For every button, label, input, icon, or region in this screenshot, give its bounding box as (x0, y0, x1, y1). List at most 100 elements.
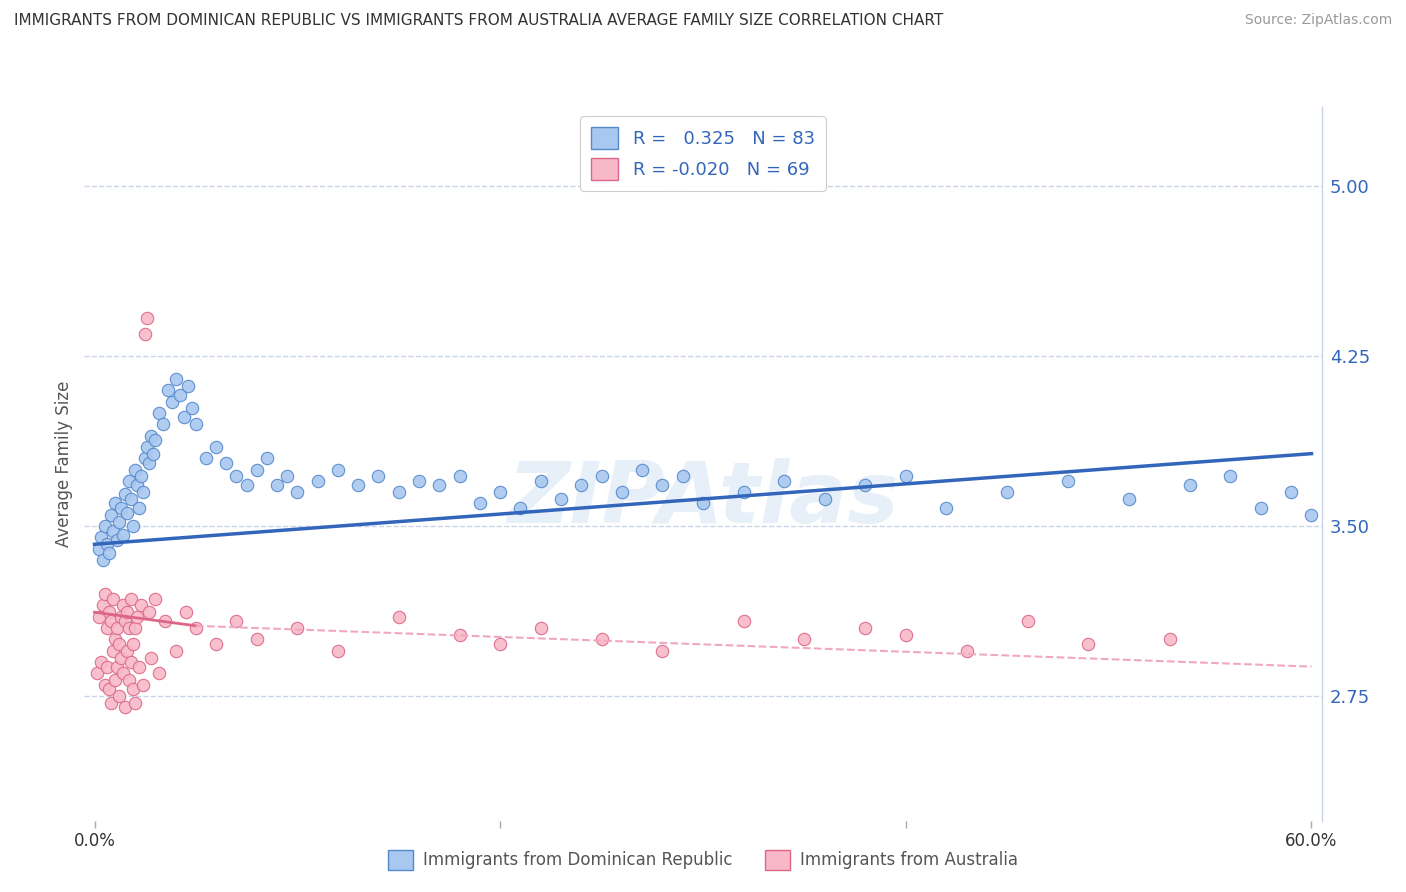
Point (134, 451, 156, 466)
Point (184, 621, 207, 635)
Point (1159, 632, 1181, 647)
Point (489, 485, 512, 500)
Y-axis label: Average Family Size: Average Family Size (55, 381, 73, 547)
Point (115, 605, 138, 619)
Point (225, 615, 247, 629)
Point (326, 644, 349, 658)
Point (118, 673, 141, 688)
Point (956, 644, 979, 658)
Point (853, 621, 876, 635)
Point (120, 591, 142, 606)
Point (143, 591, 166, 606)
Point (101, 524, 124, 538)
Point (591, 632, 613, 647)
Point (591, 469, 613, 483)
Point (110, 650, 132, 665)
Point (733, 615, 755, 629)
Point (326, 462, 349, 476)
Point (101, 644, 124, 658)
Point (104, 632, 127, 647)
Point (108, 515, 131, 529)
Point (91, 553, 114, 567)
Point (105, 533, 128, 547)
Point (96, 659, 118, 673)
Point (651, 478, 673, 492)
Point (128, 659, 150, 673)
Point (110, 609, 132, 624)
Point (127, 478, 149, 492)
Point (128, 501, 150, 516)
Point (347, 478, 370, 492)
Point (127, 609, 149, 624)
Point (90, 531, 112, 545)
Point (132, 485, 155, 500)
Point (205, 637, 228, 651)
Point (114, 487, 136, 501)
Point (96, 621, 118, 635)
Point (155, 615, 177, 629)
Point (672, 469, 695, 483)
Point (1250, 501, 1272, 516)
Point (111, 666, 134, 681)
Point (180, 401, 202, 416)
Point (114, 615, 136, 629)
Point (138, 605, 160, 619)
Point (97, 605, 120, 619)
Point (530, 474, 553, 488)
Point (285, 485, 308, 500)
Point (1301, 508, 1323, 522)
Point (118, 474, 141, 488)
Point (388, 609, 411, 624)
Point (96, 537, 118, 551)
Point (266, 478, 288, 492)
Point (814, 491, 837, 506)
Point (246, 632, 269, 647)
Point (105, 659, 128, 673)
Point (427, 478, 450, 492)
Point (97, 546, 120, 560)
Point (285, 621, 308, 635)
Point (122, 682, 145, 697)
Point (246, 462, 269, 476)
Point (468, 496, 491, 510)
Point (152, 417, 174, 432)
Point (129, 599, 152, 613)
Point (184, 417, 207, 432)
Point (995, 485, 1018, 500)
Point (100, 615, 122, 629)
Point (148, 666, 170, 681)
Point (307, 474, 329, 488)
Point (235, 478, 257, 492)
Point (793, 632, 815, 647)
Point (156, 383, 179, 397)
Point (610, 485, 633, 500)
Text: IMMIGRANTS FROM DOMINICAN REPUBLIC VS IMMIGRANTS FROM AUSTRALIA AVERAGE FAMILY S: IMMIGRANTS FROM DOMINICAN REPUBLIC VS IM… (14, 13, 943, 29)
Point (108, 689, 131, 703)
Point (1279, 485, 1302, 500)
Point (111, 599, 134, 613)
Point (93, 678, 115, 692)
Point (129, 469, 152, 483)
Point (165, 644, 187, 658)
Point (122, 637, 145, 651)
Point (651, 644, 673, 658)
Point (530, 621, 553, 635)
Point (509, 501, 531, 516)
Point (101, 591, 124, 606)
Point (141, 428, 163, 442)
Point (894, 469, 917, 483)
Point (136, 440, 159, 454)
Point (100, 696, 122, 710)
Point (569, 478, 592, 492)
Point (1077, 637, 1099, 651)
Point (853, 478, 876, 492)
Point (773, 474, 796, 488)
Point (115, 506, 138, 520)
Point (124, 462, 146, 476)
Point (122, 519, 145, 533)
Point (174, 605, 197, 619)
Point (120, 655, 142, 669)
Point (124, 621, 146, 635)
Point (114, 700, 136, 714)
Point (115, 644, 138, 658)
